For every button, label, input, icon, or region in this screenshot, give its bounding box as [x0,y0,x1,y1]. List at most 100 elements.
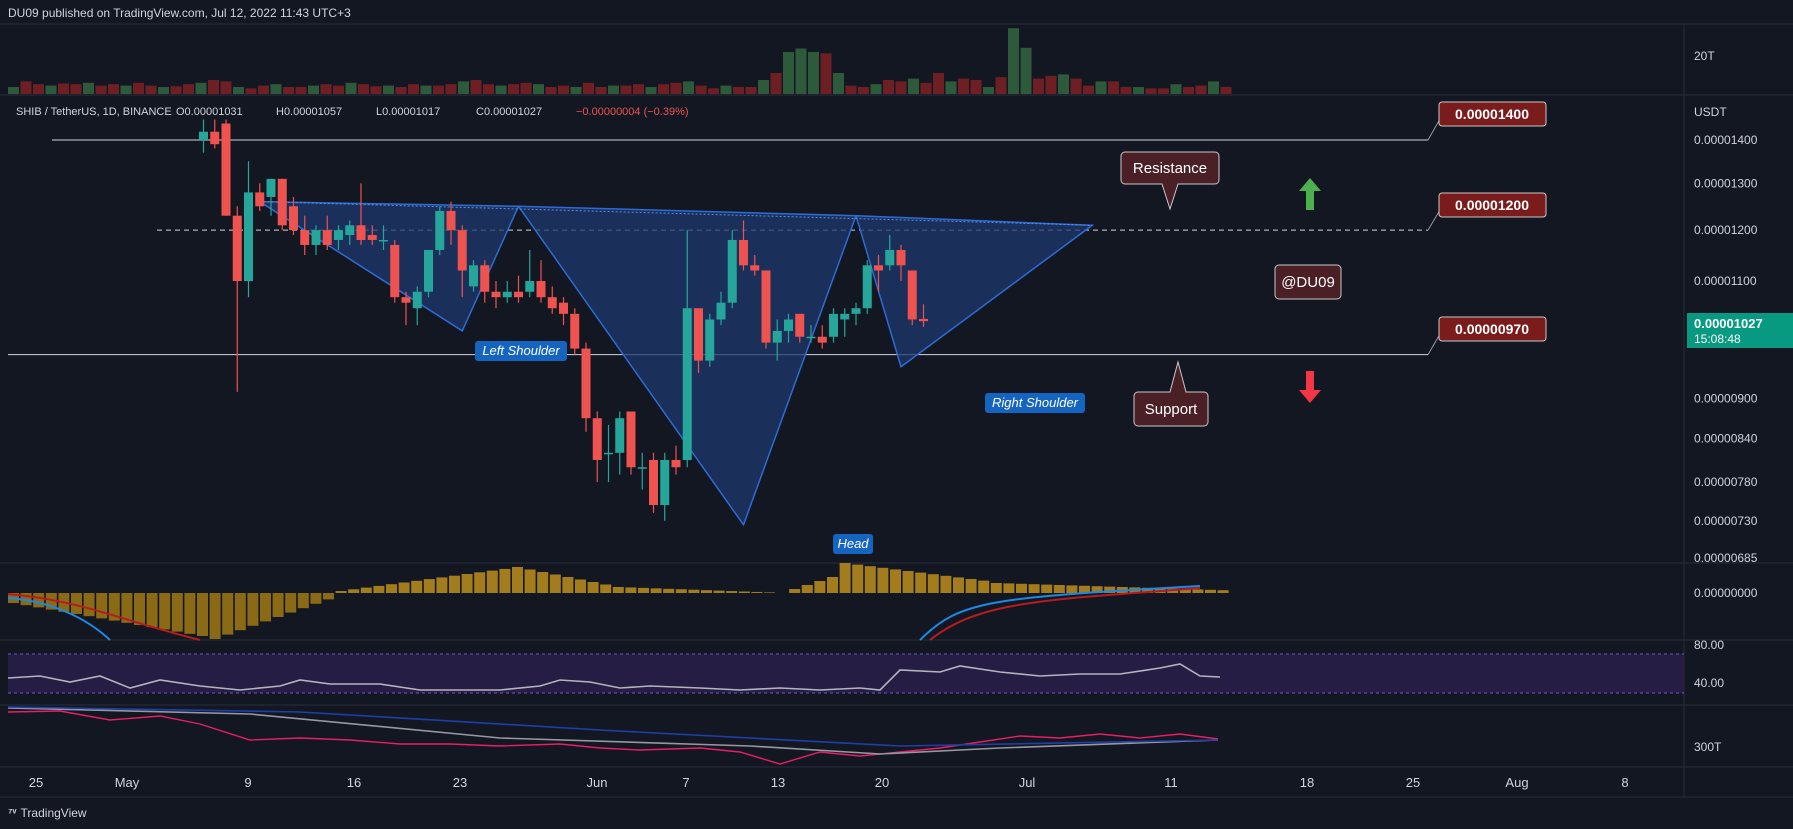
volume-bar [1108,81,1119,94]
candle [874,255,883,292]
candle-body [761,270,771,343]
volume-bar [145,85,157,94]
volume-bar [870,84,882,94]
volume-bar [708,88,719,94]
volume-bar [1083,85,1094,94]
candle-body [244,192,253,282]
macd-bar [83,593,95,617]
volume-bar [958,78,969,94]
volume-bar [558,85,569,94]
symbol-legend-item: H0.00001057 [276,106,342,118]
macd-bar [600,584,612,593]
volume-bar [933,73,944,94]
macd-bar [108,593,120,621]
macd-bar [474,572,486,593]
candle [806,325,816,343]
macd-bar [1091,586,1103,593]
volume-bar [520,82,532,94]
candle-body [446,210,456,231]
volume-bar [445,84,457,94]
volume-bar [395,87,407,94]
volume-bar [45,85,57,94]
symbol-legend-item: −0.00000004 (−0.39%) [576,106,689,118]
macd-bar [512,567,523,593]
macd-bar [197,593,208,636]
candle-body [705,319,715,361]
candle-body [750,265,760,271]
head-label: Head [837,536,869,551]
candle-body [536,281,546,298]
volume-bar [995,77,1007,94]
macd-bar [650,588,662,593]
macd-bar [877,567,889,593]
macd-bar [209,593,221,639]
candle-body [266,178,276,197]
candle-body [457,230,467,271]
left-shoulder-triangle [257,200,520,333]
volume-bar [270,84,282,94]
candle-body [615,418,625,453]
candle-body [581,348,591,419]
candle-body [514,291,523,298]
candle-body [784,319,793,331]
macd-bar [965,579,977,593]
volume-bar [1133,87,1144,94]
macd-bar [285,593,297,613]
candle [525,249,535,298]
candle [412,286,422,326]
volume-bar [383,85,394,94]
macd-bar [1053,585,1065,593]
right-shoulder-label: Right Shoulder [992,395,1079,410]
volume-bar [420,85,432,94]
author-tag [1274,264,1342,300]
volume-bar [983,87,994,94]
volume-bar [658,84,669,94]
candle-body [739,239,748,266]
volume-bar [645,87,657,94]
volume-bar [1033,78,1044,94]
volume-bar [70,84,82,94]
macd-bar [423,579,435,593]
candle [232,206,242,392]
candle [907,270,917,326]
candle-body [896,249,906,266]
candle-body [502,291,512,298]
candle [289,196,298,236]
candle-body [345,225,355,236]
macd-bar [789,589,801,593]
volume-bar [20,81,32,94]
volume-bar [508,84,519,94]
left-shoulder-label-box [475,341,567,361]
volume-bars [8,28,1232,95]
volume-bar [720,85,732,94]
candle [727,230,737,309]
candle-body [671,459,681,468]
candle [716,291,726,326]
macd-bar [940,575,952,593]
macd-bar [915,572,927,593]
date-tick: 18 [1300,775,1314,790]
symbol-legend-item: O0.00001031 [176,106,243,118]
macd-bar [260,593,271,622]
candle-body [874,265,883,271]
volume-bar [1058,74,1069,94]
volume-bar [220,81,232,94]
volume-bar [195,82,207,94]
price-tick: 0.00001400 [1694,133,1758,147]
volume-bar [808,52,819,94]
candle-body [919,318,928,322]
candle-body [660,459,670,505]
candle-body [221,123,231,216]
volume-bar [158,87,169,94]
candle [817,325,827,349]
candle [626,411,636,475]
price-tick: 0.00001100 [1694,274,1757,288]
macd-bar [96,593,108,619]
candle [862,260,872,314]
candle-body [412,291,422,309]
volume-bar [620,85,632,94]
volume-bar [783,52,794,94]
candle [896,244,906,282]
